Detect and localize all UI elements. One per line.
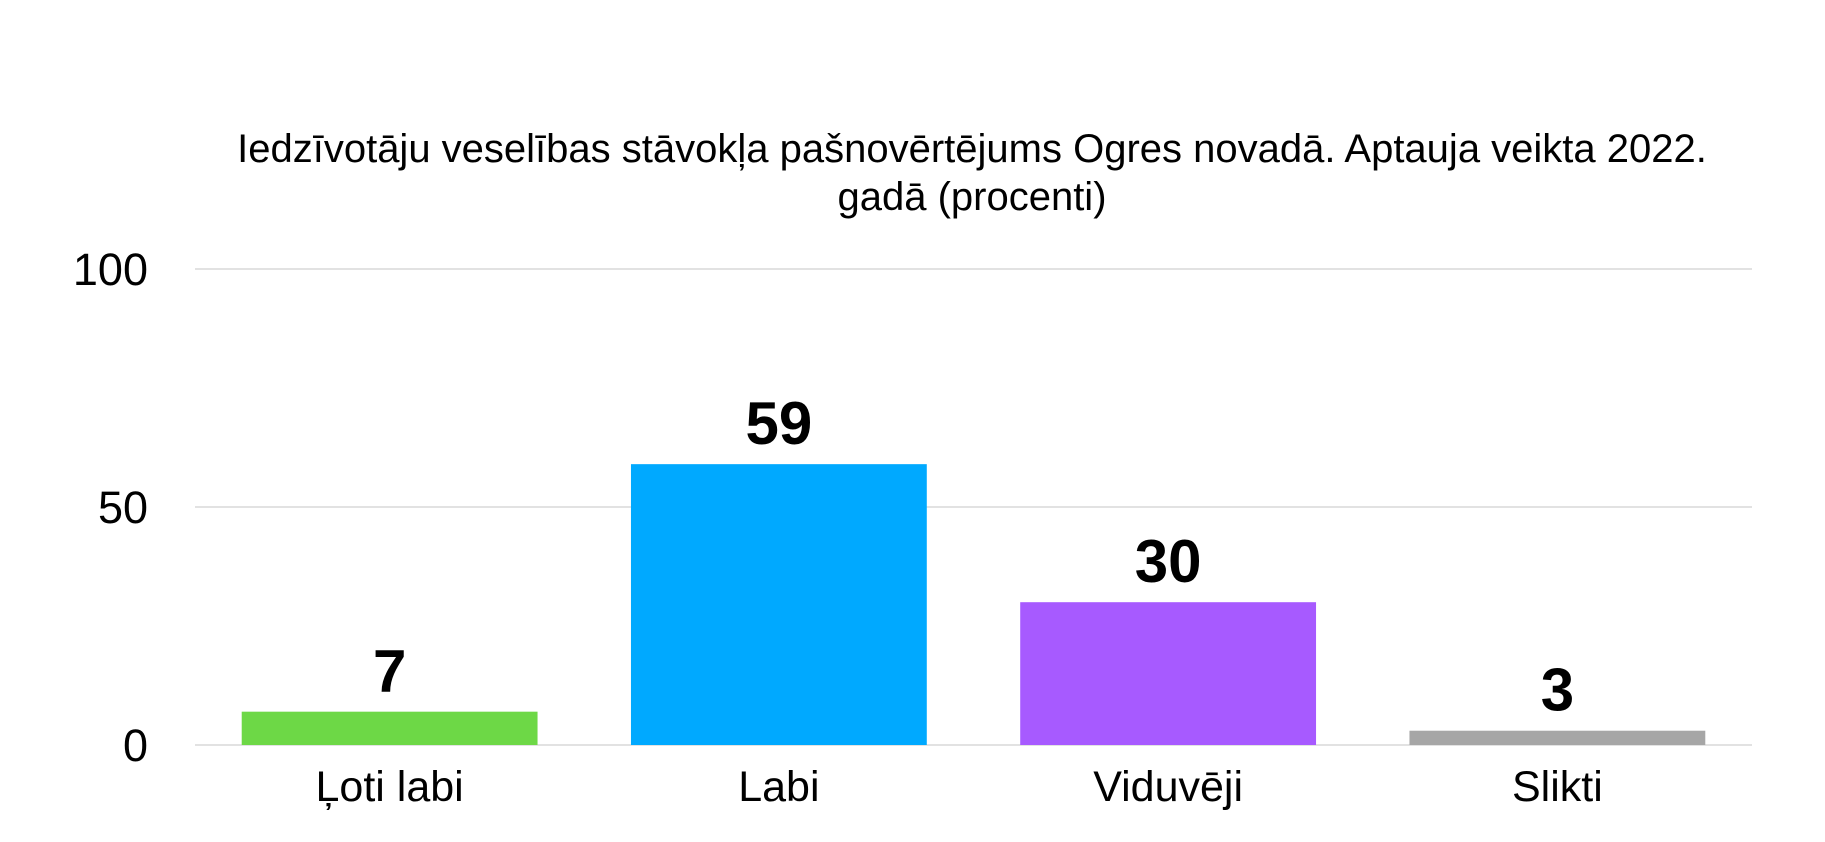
x-axis-ticks: Ļoti labi Labi Viduvēji Slikti	[316, 763, 1603, 811]
chart-title-line-2: gadā (procenti)	[837, 175, 1106, 219]
bar	[1020, 602, 1317, 745]
chart-title: Iedzīvotāju veselības stāvokļa pašnovērt…	[237, 127, 1707, 219]
bar	[1409, 730, 1706, 745]
y-axis-ticks: 0 50 100	[73, 244, 148, 771]
gridlines	[195, 268, 1752, 746]
bar	[241, 711, 538, 745]
x-tick-label: Viduvēji	[1093, 763, 1243, 811]
data-label: 3	[1541, 657, 1574, 724]
data-label: 30	[1135, 528, 1202, 595]
bar	[630, 464, 927, 745]
y-tick-label: 100	[73, 244, 148, 295]
data-label: 7	[373, 638, 406, 705]
x-tick-label: Ļoti labi	[316, 763, 464, 811]
y-tick-label: 50	[98, 482, 148, 533]
chart-title-line-1: Iedzīvotāju veselības stāvokļa pašnovērt…	[237, 127, 1707, 171]
value-labels: 7 59 30 3	[373, 390, 1574, 724]
y-tick-label: 0	[123, 720, 148, 771]
x-tick-label: Slikti	[1512, 763, 1603, 811]
bars	[241, 464, 1706, 745]
data-label: 59	[746, 390, 813, 457]
x-tick-label: Labi	[738, 763, 819, 811]
